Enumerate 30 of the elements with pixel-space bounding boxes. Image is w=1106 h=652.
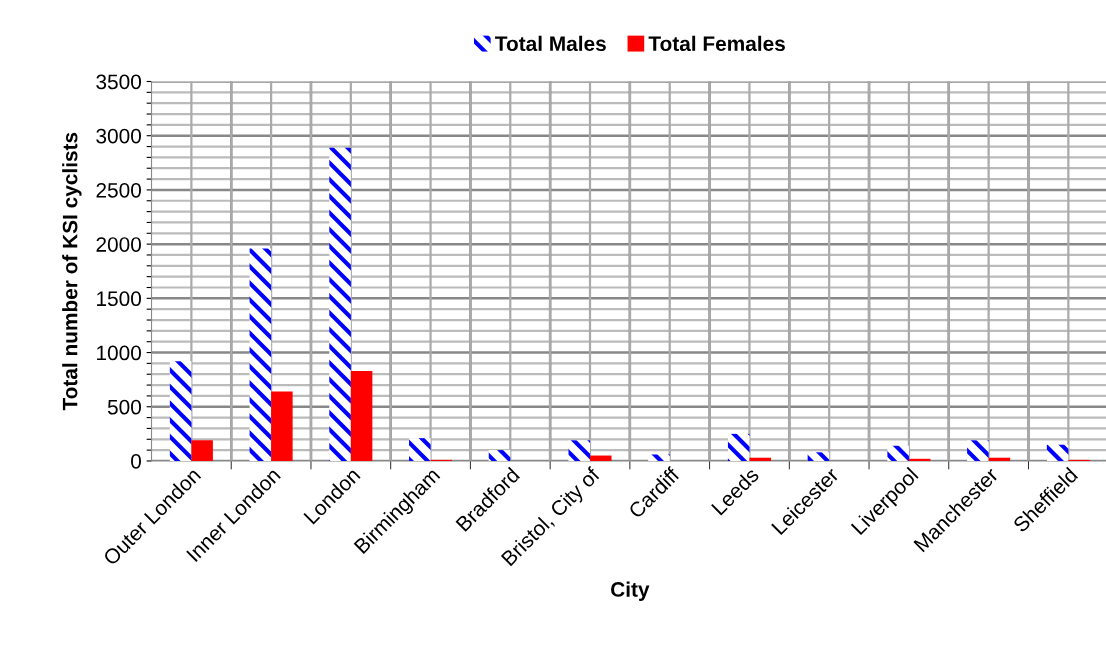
bar: [249, 248, 272, 461]
bar: [568, 440, 590, 461]
y-axis-title: Total number of KSI cyclists: [62, 132, 82, 411]
y-tick-label: 2500: [96, 182, 141, 198]
y-tick-label: 1000: [97, 345, 141, 361]
bar: [169, 361, 192, 461]
bar: [271, 391, 293, 461]
y-tick-label: 500: [107, 399, 141, 415]
bar: [988, 457, 1011, 461]
bar: [409, 438, 431, 461]
y-tick-label: 2000: [96, 237, 141, 252]
bar: [1046, 444, 1069, 461]
bar: [350, 370, 373, 461]
bar: [749, 457, 771, 461]
y-tick-label: 1500: [97, 291, 141, 307]
bar: [727, 433, 750, 461]
legend-label: Total Females: [648, 35, 785, 52]
bar: [648, 454, 670, 461]
legend-label: Total Males: [495, 35, 606, 52]
bar: [488, 450, 511, 461]
bar: [967, 440, 989, 461]
bar: [590, 455, 612, 461]
y-tick-label: 3500: [96, 74, 141, 90]
bar: [191, 440, 213, 461]
bar: [807, 452, 830, 461]
bar: [329, 147, 351, 461]
x-axis-title: City: [611, 581, 650, 601]
y-tick-label: 0: [131, 453, 141, 469]
y-tick-label: 3000: [96, 128, 141, 144]
bar: [887, 445, 909, 461]
